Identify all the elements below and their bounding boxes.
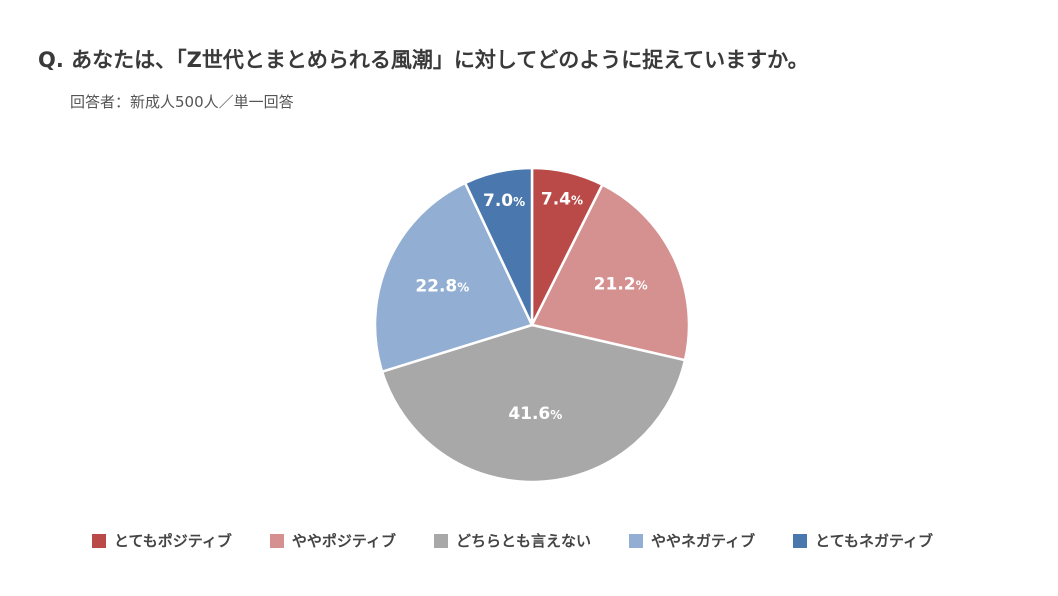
legend-swatch — [793, 533, 808, 548]
legend-swatch — [629, 533, 644, 548]
slice-data-label: 22.8% — [415, 277, 469, 297]
legend-item: どちらとも言えない — [434, 530, 591, 551]
slice-data-label: 41.6% — [508, 404, 562, 424]
chart-legend: とてもポジティブ ややポジティブ どちらとも言えない ややネガティブ とてもネガティブ — [92, 530, 933, 551]
legend-label: どちらとも言えない — [456, 532, 592, 550]
legend-swatch — [434, 533, 449, 548]
legend-label: ややポジティブ — [291, 532, 397, 550]
legend-swatch — [269, 533, 284, 548]
slice-data-label: 7.0% — [483, 191, 525, 211]
legend-label: とてもポジティブ — [114, 532, 232, 550]
slice-data-label: 7.4% — [541, 189, 583, 209]
pie-slice — [380, 323, 687, 484]
legend-item: ややネガティブ — [629, 530, 755, 551]
pie-slice — [463, 166, 534, 326]
pie-slice — [530, 182, 691, 362]
pie-slice — [373, 181, 534, 374]
slice-data-label: 21.2% — [594, 274, 648, 294]
legend-label: とてもネガティブ — [815, 532, 934, 550]
legend-item: とてもネガティブ — [793, 530, 933, 551]
legend-item: とてもポジティブ — [92, 530, 232, 551]
legend-swatch — [92, 533, 106, 548]
legend-label: ややネガティブ — [651, 532, 756, 550]
chart-subtitle: 回答者：新成人500人／単一回答 — [70, 93, 294, 111]
legend-item: ややポジティブ — [269, 530, 397, 551]
chart-title: Q. あなたは、「Z世代とまとめられる風潮」に対してどのように捉えていますか。 — [38, 48, 809, 72]
